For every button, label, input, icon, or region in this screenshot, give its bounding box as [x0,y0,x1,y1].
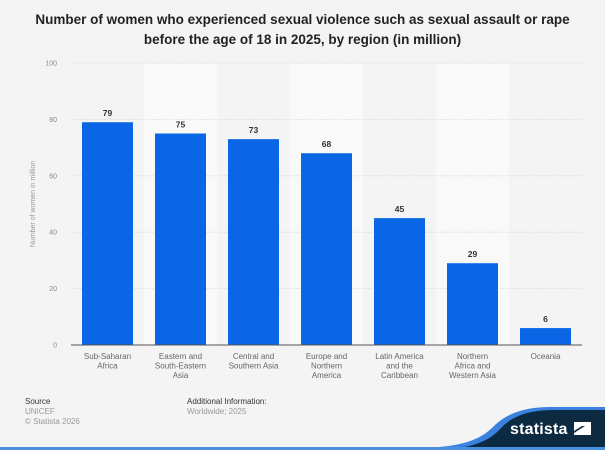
y-tick-label: 40 [49,230,57,237]
data-label: 68 [322,139,332,149]
y-tick-label: 100 [45,61,57,68]
x-tick-label: Western Asia [449,371,497,380]
bar [82,122,133,345]
bar [374,218,425,345]
x-tick-label: Eastern and [159,352,202,361]
y-axis-label: Number of women in million [30,161,37,247]
x-tick-label: Southern Asia [229,362,279,371]
additional-info-value: Worldwide; 2025 [187,407,247,416]
bar [228,139,279,345]
y-tick-label: 20 [49,286,57,293]
x-tick-label: Africa [97,362,118,371]
x-tick-label: Central and [233,352,274,361]
x-tick-label: Latin America [375,352,424,361]
additional-info-label: Additional Information: [187,397,267,406]
statista-logo-icon [574,422,592,435]
data-label: 45 [395,204,405,214]
x-tick-label: South-Eastern [155,362,206,371]
chart-title-line-2: before the age of 18 in 2025, by region … [143,32,462,47]
x-tick-label: Oceania [531,352,561,361]
y-tick-label: 80 [49,117,57,124]
chart-title-line-1: Number of women who experienced sexual v… [35,12,570,27]
x-tick-label: and the [386,362,413,371]
bar [301,153,352,345]
source-label: Source [25,397,51,406]
x-tick-label: Caribbean [381,371,418,380]
data-label: 6 [543,314,548,324]
bar [447,263,498,345]
copyright: © Statista 2026 [25,417,80,426]
x-tick-label: Northern [311,362,342,371]
data-label: 75 [176,120,186,130]
x-tick-label: Asia [173,371,189,380]
x-tick-label: Europe and [306,352,347,361]
x-tick-label: Northern [457,352,488,361]
statista-logo[interactable]: statista [510,421,592,439]
bar [520,328,571,345]
bar [155,133,206,345]
source-value[interactable]: UNICEF [25,407,55,416]
y-tick-label: 60 [49,173,57,180]
data-label: 73 [249,125,259,135]
x-tick-label: Africa and [454,362,490,371]
x-tick-label: Sub-Saharan [84,352,131,361]
x-tick-label: America [312,371,342,380]
data-label: 79 [103,108,113,118]
y-tick-label: 0 [53,343,57,350]
chart-title: Number of women who experienced sexual v… [0,10,605,50]
data-label: 29 [468,249,478,259]
bottom-accent-line [0,447,605,450]
statista-logo-text: statista [510,421,568,438]
statista-logo-swoosh [420,407,605,450]
